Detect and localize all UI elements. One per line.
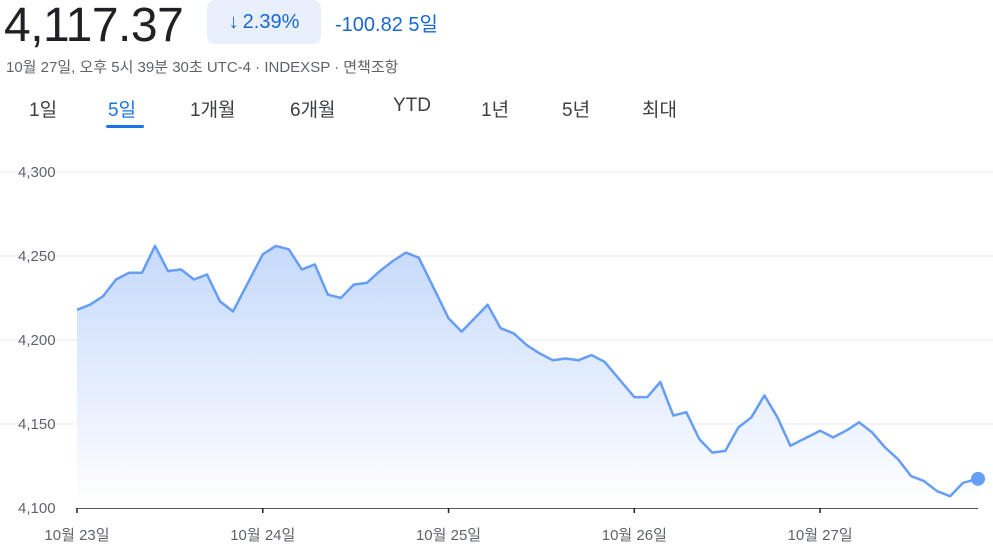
x-tick-label: 10월 23일	[44, 527, 109, 544]
price-series-line	[76, 244, 979, 498]
x-tick-label: 10월 24일	[230, 527, 295, 544]
tab-6m[interactable]: 6개월	[290, 100, 336, 121]
tab-5y[interactable]: 5년	[562, 100, 591, 121]
price-value: 4,117.37	[4, 0, 184, 52]
tab-1m[interactable]: 1개월	[190, 100, 236, 121]
change-percent: 2.39%	[242, 10, 300, 33]
x-tick-label: 10월 25일	[416, 527, 481, 544]
quote-meta: 10월 27일, 오후 5시 39분 30초 UTC-4 · INDEXSP ·…	[6, 59, 399, 76]
change-period: 5일	[408, 14, 438, 36]
last-price-marker	[971, 471, 985, 486]
y-tick-label: 4,200	[18, 332, 56, 349]
y-tick-label: 4,300	[18, 164, 56, 181]
x-tick-label: 10월 26일	[602, 527, 667, 544]
tab-1d[interactable]: 1일	[29, 100, 58, 121]
tab-ytd[interactable]: YTD	[393, 95, 431, 116]
tab-1y[interactable]: 1년	[481, 100, 510, 121]
y-tick-label: 4,150	[18, 416, 56, 433]
y-tick-label: 4,100	[18, 500, 56, 517]
active-tab-indicator	[106, 125, 144, 128]
change-absolute-value: -100.82	[335, 14, 403, 36]
tab-max[interactable]: 최대	[642, 100, 677, 121]
change-absolute: -100.82 5일	[335, 8, 438, 37]
change-badge: ↓ 2.39%	[207, 0, 321, 44]
x-tick-label: 10월 27일	[788, 527, 853, 544]
tab-5d[interactable]: 5일	[108, 100, 137, 121]
area-fill	[77, 245, 978, 508]
arrow-down-icon: ↓	[228, 10, 239, 33]
y-tick-label: 4,250	[18, 248, 56, 265]
